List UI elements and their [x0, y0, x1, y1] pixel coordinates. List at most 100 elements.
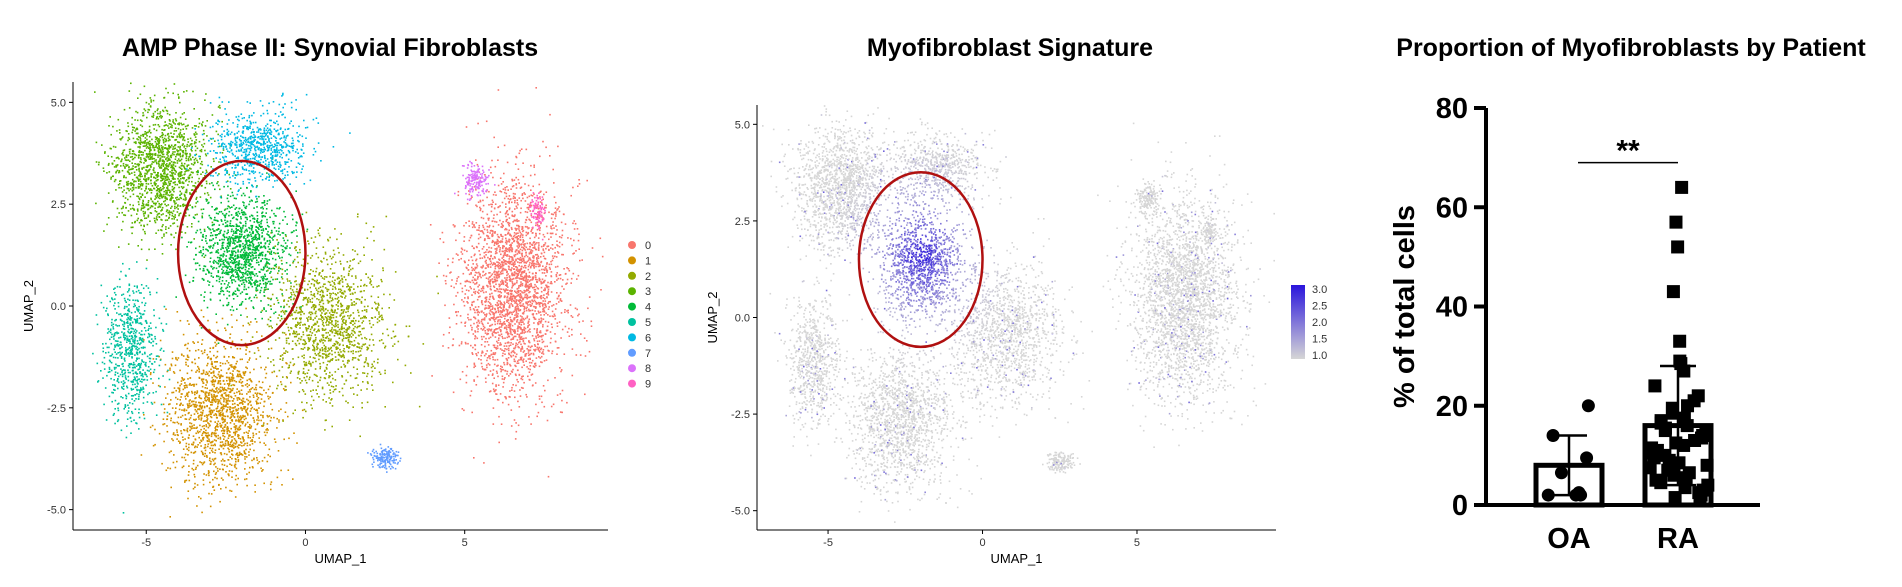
cluster-1-point [245, 349, 247, 351]
cluster-0-point [515, 313, 518, 315]
cluster-0-point [473, 362, 476, 365]
cluster-1-point [260, 419, 262, 422]
cluster-0-point [494, 307, 496, 310]
cluster-0-point [533, 318, 536, 320]
cluster-0-point [506, 254, 509, 256]
cluster-2-point [319, 349, 322, 352]
cluster-1-point [228, 376, 230, 379]
cluster-0-point [511, 228, 513, 231]
cluster-1-point [229, 456, 232, 458]
cluster-0-point [519, 337, 522, 340]
cluster-0-point [510, 351, 513, 354]
cluster-1-point [198, 408, 201, 411]
cluster-2-point [347, 371, 349, 374]
cluster-0-point [515, 183, 517, 185]
cluster-0-point [487, 237, 489, 239]
cluster-2-point [302, 333, 305, 336]
cluster-0-point [492, 358, 494, 361]
cluster-2-point [376, 309, 378, 312]
cluster-1-point [231, 440, 233, 443]
cluster-0-point [505, 192, 508, 195]
cluster-0-point [556, 209, 558, 211]
cluster-0-point [543, 243, 546, 246]
cluster-2-point [319, 339, 321, 342]
cluster-0-point [499, 344, 501, 346]
cluster-1-point [223, 345, 225, 348]
cluster-1-point [194, 438, 197, 440]
cluster-2-point [327, 302, 330, 304]
cluster-0-point [488, 355, 490, 358]
cluster-2-point [340, 312, 343, 315]
cluster-0-point [492, 307, 494, 309]
cluster-1-point [225, 389, 228, 391]
cluster-2-point [348, 346, 351, 348]
cluster-0-point [505, 397, 507, 400]
cluster-1-point [204, 446, 206, 448]
cluster-1-point [200, 372, 203, 375]
cluster-1-point [211, 447, 214, 450]
cluster-2-point [334, 329, 337, 331]
cluster-0-point [491, 230, 494, 232]
cluster-2-point [296, 339, 299, 342]
cluster-1-point [207, 422, 209, 424]
cluster-0-point [529, 358, 531, 360]
cluster-0-point [543, 268, 545, 271]
cluster-1-point [232, 444, 235, 447]
cluster-0-point [507, 289, 509, 291]
cluster-2-point [282, 376, 284, 378]
cluster-0-point [486, 359, 488, 362]
cluster-0-point [507, 197, 510, 200]
cluster-0-point [526, 248, 529, 251]
cluster-0-point [479, 206, 481, 209]
cluster-0-point [522, 279, 525, 281]
cluster-1-point [248, 426, 251, 428]
cluster-0-point [477, 237, 480, 240]
cluster-1-point [198, 377, 201, 379]
cluster-2-point [351, 320, 353, 322]
cluster-2-point [365, 357, 367, 359]
cluster-2-point [340, 263, 342, 265]
cluster-2-point [358, 330, 360, 333]
cluster-0-point [516, 343, 519, 346]
cluster-2-point [313, 293, 316, 295]
cluster-0-point [497, 319, 500, 321]
cluster-0-point [524, 243, 526, 245]
cluster-1-point [242, 324, 244, 327]
cluster-0-point [517, 303, 519, 306]
cluster-0-point [539, 335, 541, 338]
cluster-0-point [532, 352, 535, 355]
cluster-1-point [217, 382, 219, 385]
cluster-0-point [480, 276, 482, 279]
cluster-1-point [200, 461, 203, 464]
cluster-1-point [166, 393, 169, 395]
cluster-1-point [198, 405, 201, 407]
cluster-1-point [212, 370, 215, 373]
cluster-1-point [215, 439, 217, 442]
cluster-1-point [229, 445, 231, 447]
cluster-0-point [529, 346, 532, 349]
cluster-0-point [507, 265, 510, 268]
cluster-1-point [243, 374, 246, 376]
cluster-0-point [456, 277, 458, 280]
cluster-2-point [329, 236, 331, 239]
cluster-1-point [217, 400, 219, 403]
cluster-1-point [228, 435, 230, 437]
cluster-0-point [519, 238, 522, 241]
cluster-0-point [523, 308, 525, 310]
cluster-0-point [495, 393, 498, 395]
cluster-1-point [276, 375, 278, 378]
cluster-0-point [563, 288, 565, 290]
cluster-0-point [493, 136, 495, 139]
cluster-1-point [234, 434, 236, 436]
cluster-1-point [180, 396, 182, 398]
cluster-0-point [536, 221, 539, 224]
cluster-0-point [522, 197, 524, 200]
cluster-2-point [363, 372, 366, 374]
cluster-0-point [533, 296, 535, 298]
cluster-2-point [334, 319, 337, 322]
cluster-2-point [346, 362, 349, 364]
cluster-1-point [181, 466, 184, 469]
cluster-0-point [535, 278, 537, 281]
cluster-1-point [214, 401, 217, 403]
cluster-0-point [508, 238, 510, 241]
